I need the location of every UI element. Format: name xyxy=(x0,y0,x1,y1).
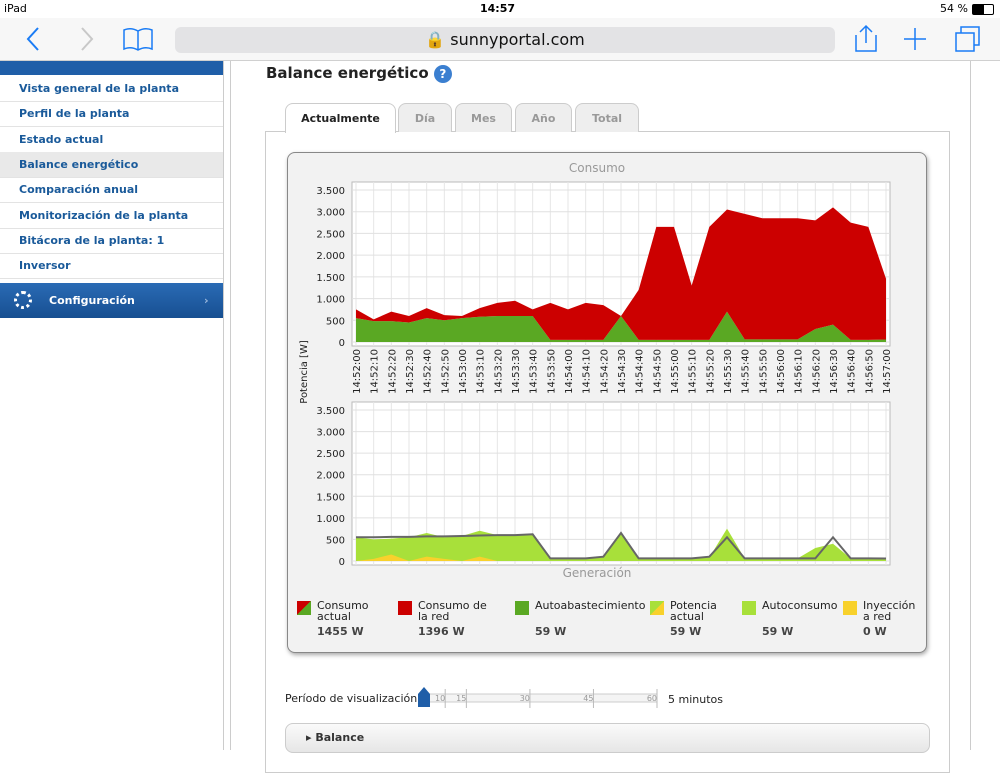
legend-reading: 59 W xyxy=(762,625,794,638)
menu-item[interactable]: Balance energético xyxy=(0,151,223,178)
legend-name: Consumo actual xyxy=(317,599,369,623)
tab[interactable]: Total xyxy=(575,103,639,132)
menu-item[interactable]: Perfil de la planta xyxy=(0,101,223,128)
menu-item[interactable]: Comparación anual xyxy=(0,177,223,204)
legend-name: Consumo de la red xyxy=(418,599,487,623)
browser-bar: 🔒 sunnyportal.com xyxy=(0,18,1000,61)
battery: 54 % xyxy=(940,2,968,15)
tab[interactable]: Año xyxy=(515,103,572,132)
page-title: Balance energético ? xyxy=(266,64,452,83)
chevron: › xyxy=(204,294,209,307)
menu-item[interactable]: Bitácora de la planta: 1 xyxy=(0,228,223,254)
legend-swatch xyxy=(398,601,412,615)
menu-item[interactable]: Inversor xyxy=(0,253,223,280)
legend-swatch xyxy=(650,601,664,615)
legend-name: Inyección a red xyxy=(863,599,916,623)
balance-title: Balance xyxy=(315,731,365,744)
forward-button[interactable] xyxy=(81,27,94,51)
clock: 14:57 xyxy=(480,2,516,15)
sidebar-header xyxy=(0,61,223,75)
config-menu[interactable]: Configuración › xyxy=(0,283,223,318)
legend-reading: 59 W xyxy=(535,625,567,638)
balance-section[interactable]: ▸ Balance xyxy=(285,723,930,753)
legend-name: Autoconsumo xyxy=(762,599,838,612)
menu-item[interactable]: Monitorización de la planta xyxy=(0,203,223,229)
tabs-button[interactable] xyxy=(955,26,980,52)
status-bar: iPad 14:57 54 % xyxy=(0,0,1000,18)
menu-item[interactable]: Estado actual xyxy=(0,127,223,153)
gear-icon xyxy=(14,291,32,309)
legend-reading: 59 W xyxy=(670,625,702,638)
address-bar[interactable]: 🔒 sunnyportal.com xyxy=(175,27,835,53)
battery-icon xyxy=(972,4,994,15)
divider xyxy=(970,61,971,750)
divider xyxy=(230,61,231,750)
legend-swatch xyxy=(297,601,311,615)
share-button[interactable] xyxy=(855,24,877,52)
legend-reading: 1396 W xyxy=(418,625,465,638)
sidebar: Vista general de la planta Perfil de la p… xyxy=(0,61,224,750)
legend-swatch xyxy=(843,601,857,615)
legend-reading: 0 W xyxy=(863,625,887,638)
chart-panel xyxy=(287,152,927,653)
bookmarks-button[interactable] xyxy=(123,27,153,51)
device: iPad xyxy=(4,2,27,15)
legend-name: Autoabastecimiento xyxy=(535,599,646,612)
help-icon[interactable]: ? xyxy=(433,64,452,83)
config-label: Configuración xyxy=(49,294,135,307)
slider-label: Período de visualización xyxy=(285,692,418,705)
url: sunnyportal.com xyxy=(450,30,585,49)
menu-item[interactable]: Vista general de la planta xyxy=(0,76,223,102)
back-button[interactable] xyxy=(26,27,39,51)
legend-name: Potencia actual xyxy=(670,599,717,623)
legend-swatch xyxy=(515,601,529,615)
title-text: Balance energético xyxy=(266,64,429,82)
tab[interactable]: Día xyxy=(398,103,452,132)
legend-reading: 1455 W xyxy=(317,625,364,638)
legend-swatch xyxy=(742,601,756,615)
new-tab-button[interactable] xyxy=(904,28,926,50)
tab[interactable]: Mes xyxy=(455,103,512,132)
tab[interactable]: Actualmente xyxy=(285,103,396,133)
